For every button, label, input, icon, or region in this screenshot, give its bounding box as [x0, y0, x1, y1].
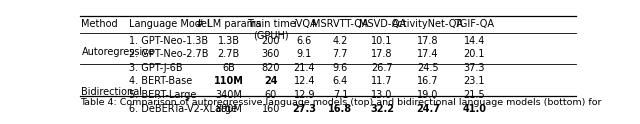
- Text: 3. GPT-J-6B: 3. GPT-J-6B: [129, 63, 182, 73]
- Text: 2.7B: 2.7B: [218, 49, 240, 59]
- Text: 24.5: 24.5: [417, 63, 439, 73]
- Text: iVQA: iVQA: [292, 19, 316, 29]
- Text: 6.6: 6.6: [297, 36, 312, 46]
- Text: 1.3B: 1.3B: [218, 36, 240, 46]
- Text: 21.4: 21.4: [294, 63, 315, 73]
- Text: 19.0: 19.0: [417, 90, 438, 100]
- Text: 13.0: 13.0: [371, 90, 393, 100]
- Text: 820: 820: [262, 63, 280, 73]
- Text: 9.6: 9.6: [333, 63, 348, 73]
- Text: 360: 360: [262, 49, 280, 59]
- Text: 24: 24: [264, 77, 278, 86]
- Text: 16.8: 16.8: [328, 104, 353, 114]
- Text: 37.3: 37.3: [463, 63, 485, 73]
- Text: 16.7: 16.7: [417, 77, 438, 86]
- Text: 26.7: 26.7: [371, 63, 393, 73]
- Text: 5. BERT-Large: 5. BERT-Large: [129, 90, 196, 100]
- Text: 110M: 110M: [214, 77, 244, 86]
- Text: 6.4: 6.4: [333, 77, 348, 86]
- Text: 4.2: 4.2: [333, 36, 348, 46]
- Text: 1. GPT-Neo-1.3B: 1. GPT-Neo-1.3B: [129, 36, 208, 46]
- Text: TGIF-QA: TGIF-QA: [454, 19, 494, 29]
- Text: 20.1: 20.1: [463, 49, 485, 59]
- Text: 12.4: 12.4: [294, 77, 315, 86]
- Text: Language Model: Language Model: [129, 19, 209, 29]
- Text: 2. GPT-Neo-2.7B: 2. GPT-Neo-2.7B: [129, 49, 208, 59]
- Text: # LM params: # LM params: [196, 19, 261, 29]
- Text: 4. BERT-Base: 4. BERT-Base: [129, 77, 192, 86]
- Text: ActivityNet-QA: ActivityNet-QA: [392, 19, 464, 29]
- Text: Autoregressive: Autoregressive: [81, 47, 154, 57]
- Text: 41.0: 41.0: [462, 104, 486, 114]
- Text: 17.8: 17.8: [417, 36, 438, 46]
- Text: 200: 200: [262, 36, 280, 46]
- Text: 6. DeBERTa-V2-XLarge: 6. DeBERTa-V2-XLarge: [129, 104, 237, 114]
- Text: 890M: 890M: [216, 104, 242, 114]
- Text: 11.7: 11.7: [371, 77, 393, 86]
- Text: Table 4: Comparison of autoregressive language models (top) and bidirectional la: Table 4: Comparison of autoregressive la…: [80, 98, 602, 107]
- Text: MSRVTT-QA: MSRVTT-QA: [312, 19, 369, 29]
- Text: 7.1: 7.1: [333, 90, 348, 100]
- Text: Bidirectional: Bidirectional: [81, 87, 143, 97]
- Text: 27.3: 27.3: [292, 104, 316, 114]
- Text: 340M: 340M: [216, 90, 242, 100]
- Text: 21.5: 21.5: [463, 90, 485, 100]
- Text: 17.4: 17.4: [417, 49, 438, 59]
- Text: 10.1: 10.1: [371, 36, 393, 46]
- Text: Method: Method: [81, 19, 118, 29]
- Text: MSVD-QA: MSVD-QA: [358, 19, 406, 29]
- Text: 12.9: 12.9: [294, 90, 315, 100]
- Text: 32.2: 32.2: [370, 104, 394, 114]
- Text: 14.4: 14.4: [463, 36, 485, 46]
- Text: 160: 160: [262, 104, 280, 114]
- Text: 7.7: 7.7: [333, 49, 348, 59]
- Text: 24.7: 24.7: [416, 104, 440, 114]
- Text: 9.1: 9.1: [297, 49, 312, 59]
- Text: 17.8: 17.8: [371, 49, 393, 59]
- Text: 60: 60: [265, 90, 277, 100]
- Text: 23.1: 23.1: [463, 77, 485, 86]
- Text: Train time
(GPUH): Train time (GPUH): [246, 19, 295, 41]
- Text: 6B: 6B: [222, 63, 236, 73]
